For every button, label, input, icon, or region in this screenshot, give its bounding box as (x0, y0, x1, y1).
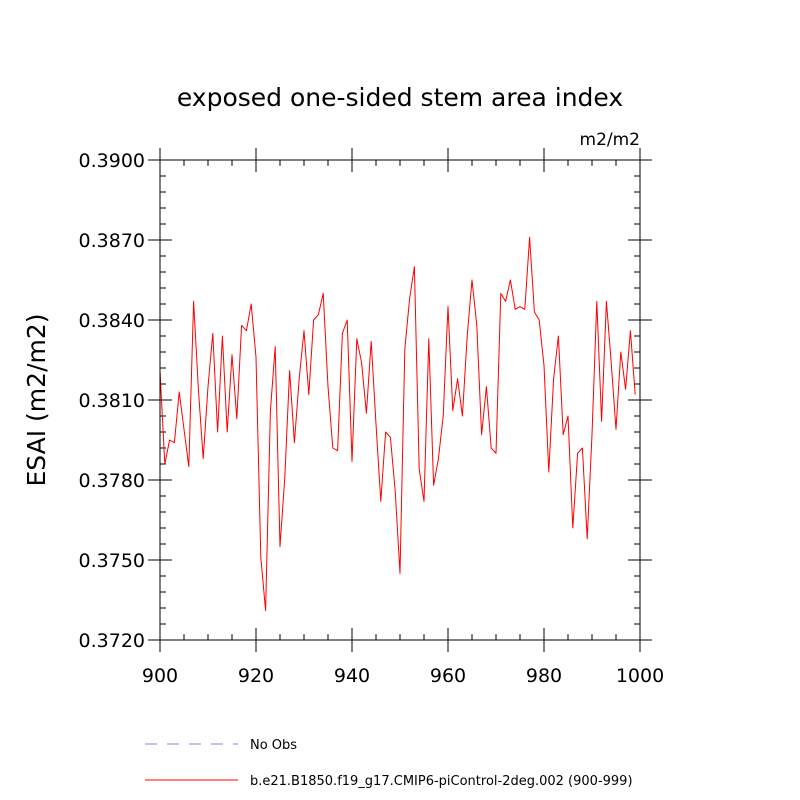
y-tick-label: 0.3720 (79, 630, 145, 652)
axis-tick-labels: 900 920 940 960 980 1000 0.3720 0.3750 0.3780 0.3… (79, 150, 665, 687)
y-tick-label: 0.3810 (79, 390, 145, 412)
series-group (159, 236, 636, 612)
y-axis-label: ESAI (m2/m2) (22, 314, 51, 487)
legend-label: No Obs (250, 738, 297, 753)
x-tick-label: 920 (238, 665, 274, 687)
y-tick-label: 0.3780 (79, 470, 145, 492)
y-tick-label: 0.3840 (79, 310, 145, 332)
axis-ticks (148, 148, 652, 652)
x-tick-label: 960 (430, 665, 466, 687)
x-tick-label: 940 (334, 665, 370, 687)
y-tick-label: 0.3750 (79, 550, 145, 572)
x-tick-label: 1000 (616, 665, 664, 687)
legend: No Obs b.e21.B1850.f19_g17.CMIP6-piContro… (145, 738, 633, 789)
chart-title: exposed one-sided stem area index (177, 83, 623, 112)
y-tick-label: 0.3900 (79, 150, 145, 172)
x-tick-label: 900 (142, 665, 178, 687)
plot-frame (159, 159, 641, 641)
legend-label: b.e21.B1850.f19_g17.CMIP6-piControl-2deg… (250, 774, 633, 789)
units-label: m2/m2 (580, 130, 640, 150)
series-line (159, 236, 636, 612)
x-tick-label: 980 (526, 665, 562, 687)
y-tick-label: 0.3870 (79, 230, 145, 252)
